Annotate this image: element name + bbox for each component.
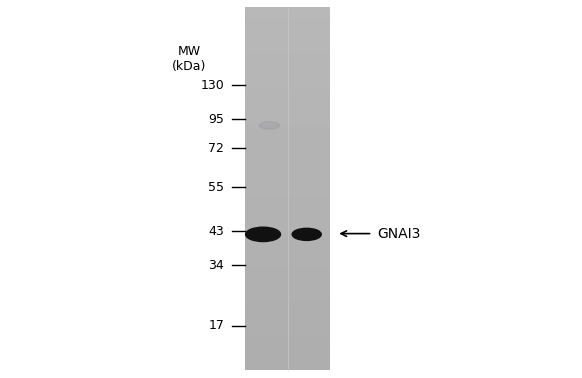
Ellipse shape: [259, 122, 279, 129]
Text: 95: 95: [208, 113, 224, 125]
Text: GNAI3: GNAI3: [377, 226, 421, 241]
Ellipse shape: [292, 228, 321, 240]
Text: MW
(kDa): MW (kDa): [172, 45, 207, 73]
Text: 43: 43: [208, 225, 224, 238]
Text: 72: 72: [208, 142, 224, 155]
Text: 34: 34: [208, 259, 224, 272]
Text: 55: 55: [208, 181, 224, 194]
Text: 130: 130: [200, 79, 224, 91]
Ellipse shape: [246, 227, 281, 242]
Text: 17: 17: [208, 319, 224, 332]
